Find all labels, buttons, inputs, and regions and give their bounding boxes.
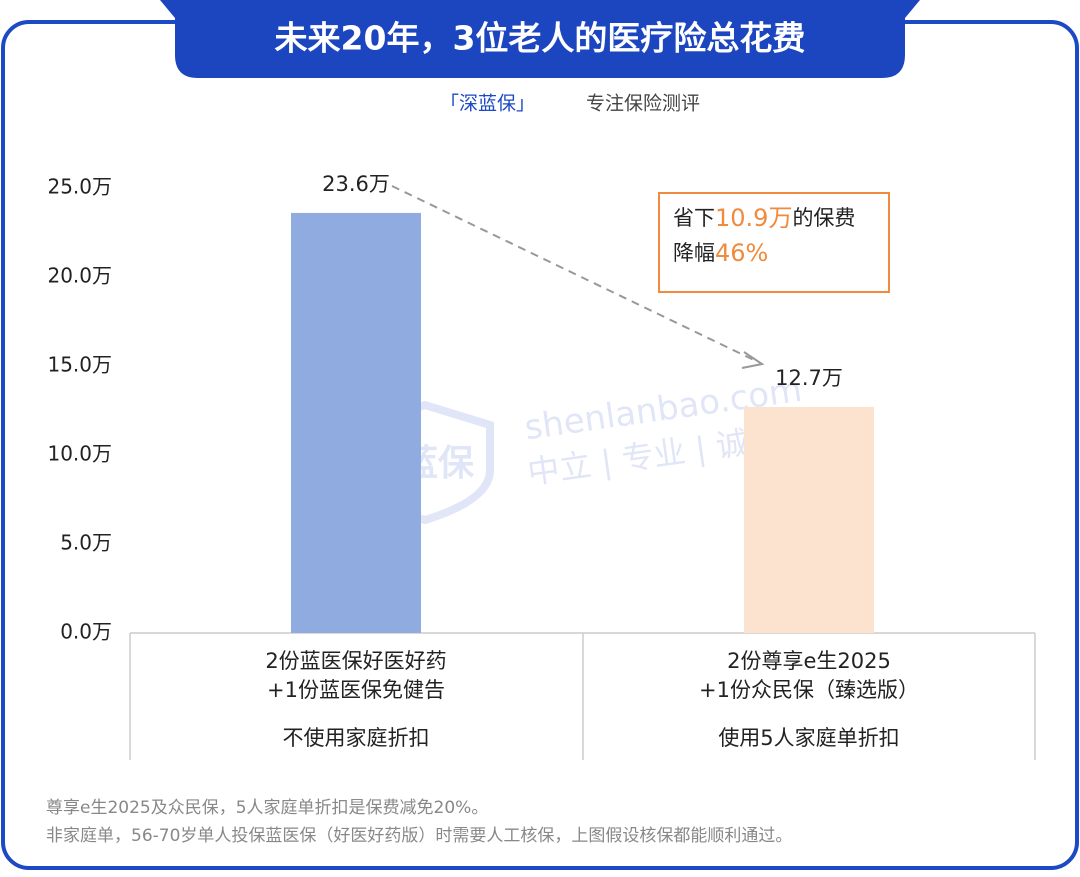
- y-tick-label: 15.0万: [47, 353, 112, 377]
- annotation-highlight: 10.9万: [715, 204, 792, 232]
- title-tab: [160, 0, 920, 78]
- value-label: 12.7万: [775, 366, 843, 390]
- arrow-head: [741, 351, 765, 369]
- x-tick-label: +1份蓝医保免健告: [267, 678, 445, 702]
- category-note: 使用5人家庭单折扣: [718, 726, 899, 750]
- subtitle: 专注保险测评: [586, 93, 700, 115]
- x-tick-label: 2份尊享e生2025: [727, 649, 891, 673]
- bar: [291, 212, 421, 634]
- category-note: 不使用家庭折扣: [283, 726, 430, 750]
- footnote: 尊享e生2025及众民保，5人家庭单折扣是保费减免20%。: [46, 798, 488, 818]
- subtitle-brand: 「深蓝保」: [440, 93, 535, 115]
- bar: [744, 406, 874, 633]
- trend-arrow: [391, 185, 759, 363]
- x-tick-label: +1份众民保（臻选版）: [699, 678, 919, 702]
- y-tick-label: 25.0万: [47, 175, 112, 199]
- y-tick-label: 5.0万: [60, 531, 112, 555]
- footnote: 非家庭单，56-70岁单人投保蓝医保（好医好药版）时需要人工核保，上图假设核保都…: [46, 826, 792, 846]
- x-tick-label: 2份蓝医保好医好药: [265, 649, 446, 673]
- annotation-text: 降幅: [673, 241, 715, 265]
- y-tick-label: 10.0万: [47, 442, 112, 466]
- annotation-line: 省下10.9万的保费: [673, 204, 855, 232]
- axis-frame: [129, 632, 1036, 760]
- annotation-highlight: 46%: [715, 239, 768, 267]
- value-label: 23.6万: [322, 172, 390, 196]
- y-tick-label: 20.0万: [47, 264, 112, 288]
- annotation-text: 的保费: [792, 206, 855, 230]
- annotation-box: [658, 192, 890, 293]
- annotation-line: 降幅46%: [673, 239, 768, 267]
- annotation-text: 省下: [673, 206, 715, 230]
- chart-title: 未来20年，3位老人的医疗险总花费: [275, 19, 806, 58]
- y-tick-label: 0.0万: [60, 620, 112, 644]
